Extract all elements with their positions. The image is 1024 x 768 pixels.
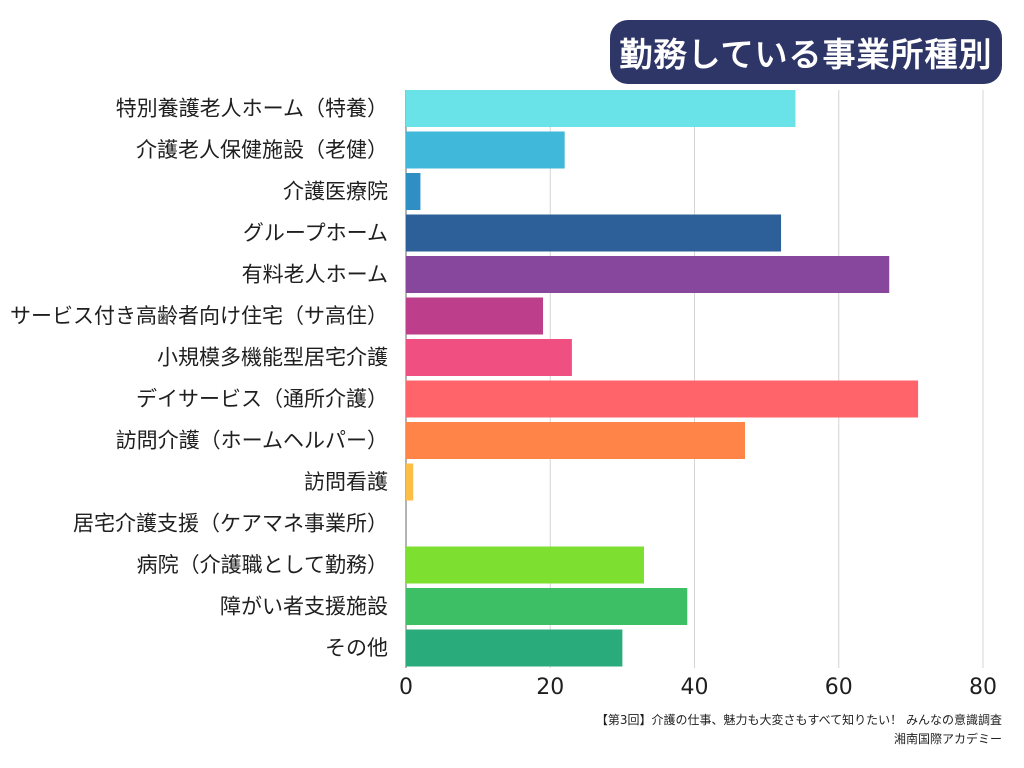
category-label: 小規模多機能型居宅介護 [157, 346, 388, 370]
category-label: 訪問介護（ホームヘルパー） [116, 429, 388, 453]
x-tick-label: 60 [825, 675, 853, 700]
bar [406, 256, 890, 293]
bar [406, 546, 645, 584]
category-label: 病院（介護職として勤務） [137, 553, 388, 577]
x-tick-label: 0 [399, 675, 413, 700]
category-label: 居宅介護支援（ケアマネ事業所） [73, 512, 388, 536]
category-label: 特別養護老人ホーム（特養） [116, 97, 388, 121]
bar [406, 90, 796, 127]
category-label: グループホーム [243, 221, 388, 245]
category-label: サービス付き高齢者向け住宅（サ高住） [10, 304, 388, 328]
bar [406, 422, 745, 459]
chart-title: 勤務している事業所種別 [610, 20, 1002, 84]
bar [406, 380, 919, 418]
category-label: 介護医療院 [283, 180, 388, 204]
category-labels: 特別養護老人ホーム（特養） 介護老人保健施設（老健） 介護医療院グループホーム有料老… [10, 97, 388, 661]
source-line-2: 湘南国際アカデミー [893, 732, 1002, 746]
category-label: 訪問看護 [304, 470, 388, 494]
bar [406, 588, 688, 625]
category-label: 有料老人ホーム [242, 263, 388, 287]
x-tick-labels: 0 20 40 60 80 [399, 675, 997, 700]
bar [406, 339, 572, 376]
bar [406, 629, 623, 667]
source-line-1: 【第3回】介護の仕事、魅力も大変さもすべて知りたい！ みんなの意識調査 [595, 713, 1002, 727]
bar [406, 214, 782, 252]
source-credit: 【第3回】介護の仕事、魅力も大変さもすべて知りたい！ みんなの意識調査 湘南国際… [596, 711, 1002, 749]
category-label: その他 [325, 636, 388, 660]
category-label: デイサービス（通所介護） [136, 387, 388, 411]
x-tick-label: 40 [681, 675, 709, 700]
bar [406, 463, 414, 501]
x-tick-label: 80 [969, 675, 997, 700]
x-tick-label: 20 [536, 675, 564, 700]
category-label: 介護老人保健施設（老健） [136, 138, 388, 162]
bar [406, 131, 565, 169]
bar [406, 297, 544, 335]
bars [406, 90, 919, 667]
category-label: 障がい者支援施設 [220, 595, 388, 619]
bar [406, 173, 421, 210]
